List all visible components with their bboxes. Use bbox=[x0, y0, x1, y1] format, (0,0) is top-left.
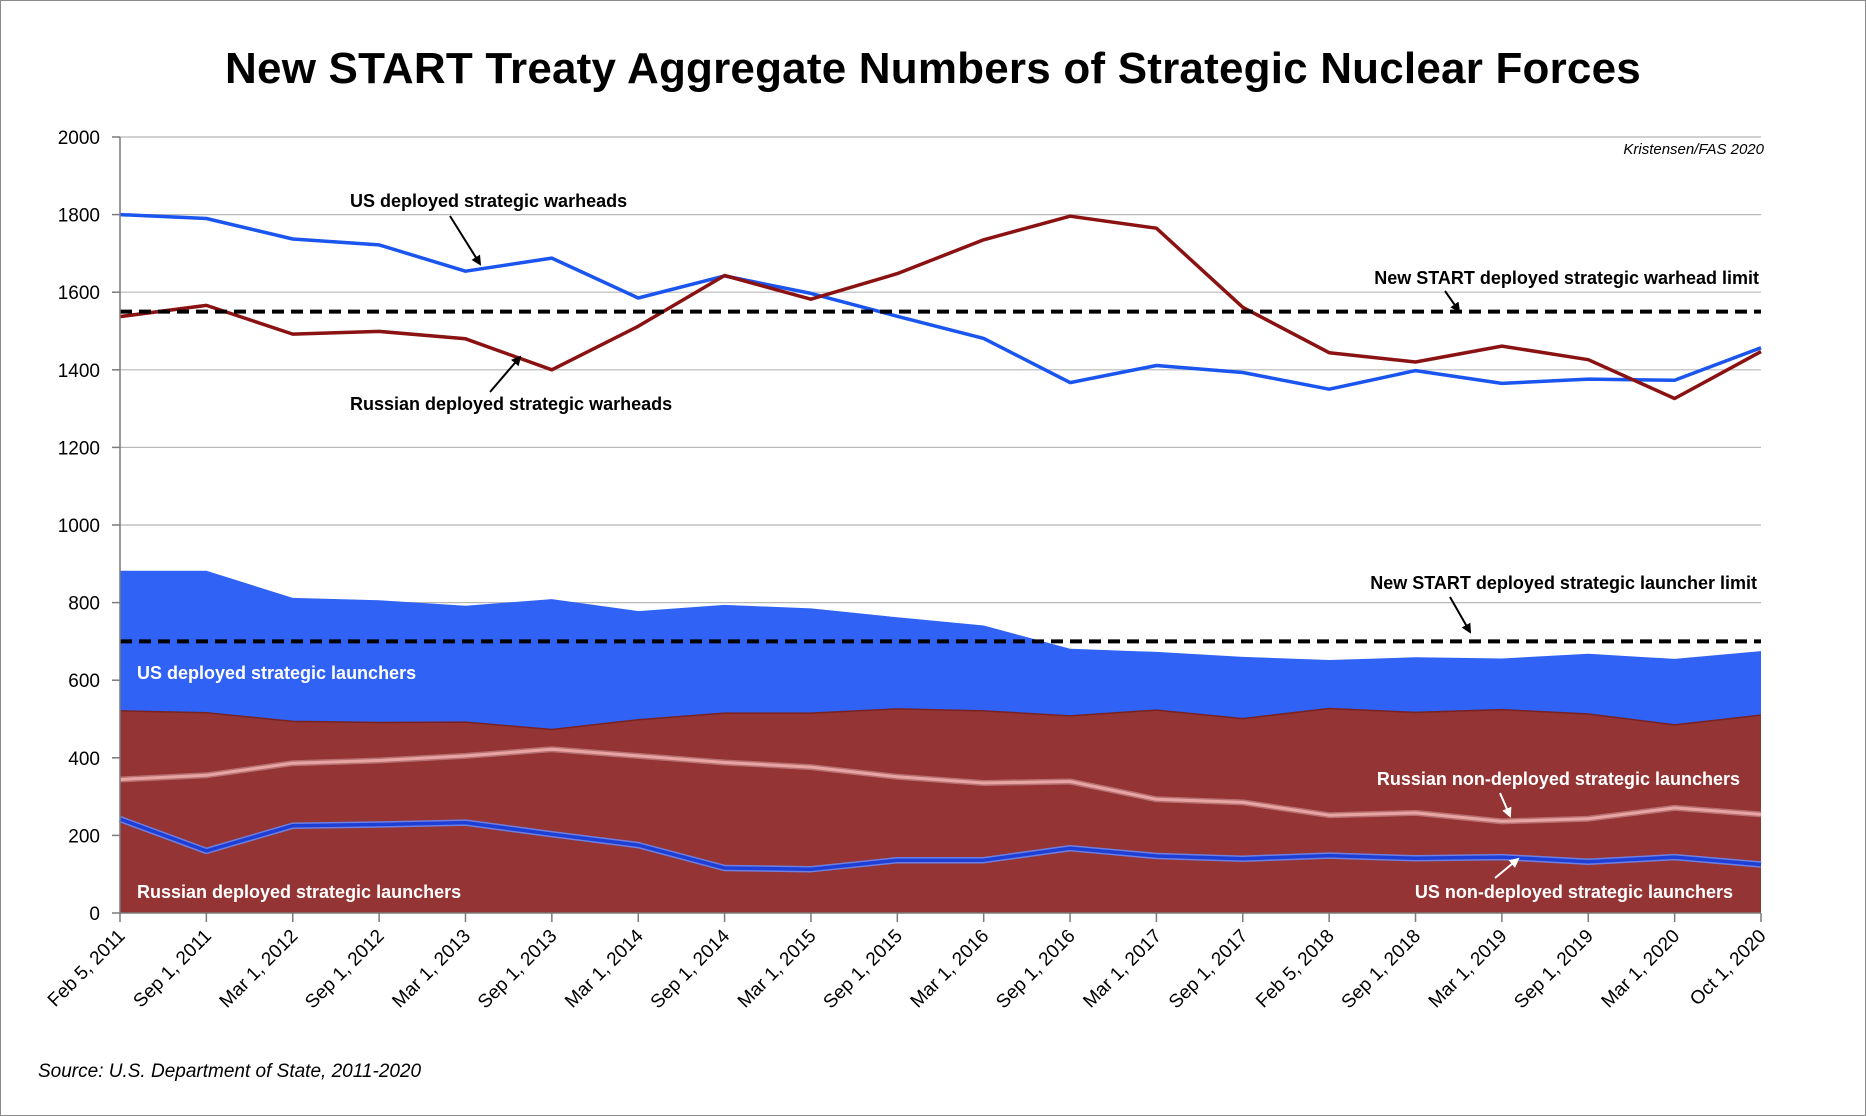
y-tick-label: 400 bbox=[68, 749, 100, 770]
x-tick-label: Sep 1, 2017 bbox=[1165, 926, 1252, 1013]
area-russian-deployed-launchers bbox=[120, 708, 1761, 913]
label-us-nondeployed-launchers: US non-deployed strategic launchers bbox=[1415, 882, 1733, 902]
y-tick-label: 200 bbox=[68, 826, 100, 847]
x-tick-label: Sep 1, 2018 bbox=[1338, 926, 1425, 1013]
arrow-warhead-limit bbox=[1444, 290, 1461, 313]
x-tick-label: Sep 1, 2016 bbox=[992, 926, 1079, 1013]
chart-title: New START Treaty Aggregate Numbers of St… bbox=[225, 44, 1641, 93]
arrow-us-deployed-warheads bbox=[449, 215, 482, 266]
x-tick-label: Feb 5, 2011 bbox=[44, 926, 130, 1012]
label-russian-deployed-launchers: Russian deployed strategic launchers bbox=[137, 882, 461, 902]
area-layer bbox=[119, 570, 1762, 913]
y-tick-label: 1200 bbox=[58, 438, 100, 459]
y-tick-label: 0 bbox=[89, 904, 100, 925]
arrow-russian-nondeployed-launchers bbox=[1499, 792, 1512, 818]
x-tick-label: Mar 1, 2016 bbox=[907, 926, 994, 1013]
x-tick-label: Sep 1, 2011 bbox=[130, 926, 216, 1012]
y-tick-label: 1400 bbox=[58, 361, 100, 382]
label-us-deployed-launchers: US deployed strategic launchers bbox=[137, 663, 416, 683]
y-tick-label: 2000 bbox=[58, 128, 100, 149]
annotations: US deployed strategic warheads Russian de… bbox=[137, 191, 1759, 902]
x-tick-label: Mar 1, 2019 bbox=[1425, 926, 1512, 1013]
x-tick-label: Sep 1, 2012 bbox=[301, 926, 388, 1013]
chart-credit: Kristensen/FAS 2020 bbox=[1623, 141, 1764, 158]
x-tick-label: Sep 1, 2013 bbox=[474, 926, 561, 1013]
x-tick-label: Mar 1, 2014 bbox=[561, 925, 648, 1012]
label-russian-deployed-warheads: Russian deployed strategic warheads bbox=[350, 394, 672, 414]
chart-source: Source: U.S. Department of State, 2011-2… bbox=[38, 1061, 422, 1082]
y-tick-label: 1000 bbox=[58, 516, 100, 537]
label-launcher-limit: New START deployed strategic launcher li… bbox=[1370, 573, 1757, 593]
line-us-nondeployed-launchers bbox=[119, 817, 1762, 871]
arrow-russian-deployed-warheads bbox=[489, 355, 522, 393]
line-russian-deployed-warheads bbox=[119, 214, 1762, 401]
x-tick-label: Sep 1, 2019 bbox=[1510, 926, 1597, 1013]
label-us-deployed-warheads: US deployed strategic warheads bbox=[350, 191, 627, 211]
x-tick-label: Oct 1, 2020 bbox=[1686, 926, 1770, 1010]
x-tick-label: Mar 1, 2015 bbox=[734, 926, 821, 1013]
line-us-deployed-warheads bbox=[119, 212, 1762, 391]
x-tick-label: Sep 1, 2015 bbox=[820, 926, 907, 1013]
line-russian-nondeployed-launchers bbox=[119, 747, 1762, 823]
y-tick-label: 1600 bbox=[58, 283, 100, 304]
x-tick-label: Mar 1, 2013 bbox=[388, 926, 475, 1013]
label-warhead-limit: New START deployed strategic warhead lim… bbox=[1374, 268, 1759, 288]
arrow-launcher-limit bbox=[1449, 596, 1471, 634]
y-tick-label: 600 bbox=[68, 671, 100, 692]
line-layer bbox=[118, 212, 1762, 873]
x-tick-label: Sep 1, 2014 bbox=[647, 925, 735, 1013]
label-russian-nondeployed-launchers: Russian non-deployed strategic launchers bbox=[1377, 769, 1740, 789]
y-tick-label: 1800 bbox=[58, 206, 100, 227]
x-tick-label: Mar 1, 2017 bbox=[1079, 926, 1166, 1013]
x-tick-label: Mar 1, 2012 bbox=[216, 926, 303, 1013]
x-tick-label: Feb 5, 2018 bbox=[1252, 926, 1339, 1013]
x-tick-label: Mar 1, 2020 bbox=[1598, 926, 1685, 1013]
area-russian-edge bbox=[119, 707, 1762, 731]
y-tick-label: 800 bbox=[68, 594, 100, 615]
arrow-us-nondeployed-launchers bbox=[1494, 857, 1520, 879]
